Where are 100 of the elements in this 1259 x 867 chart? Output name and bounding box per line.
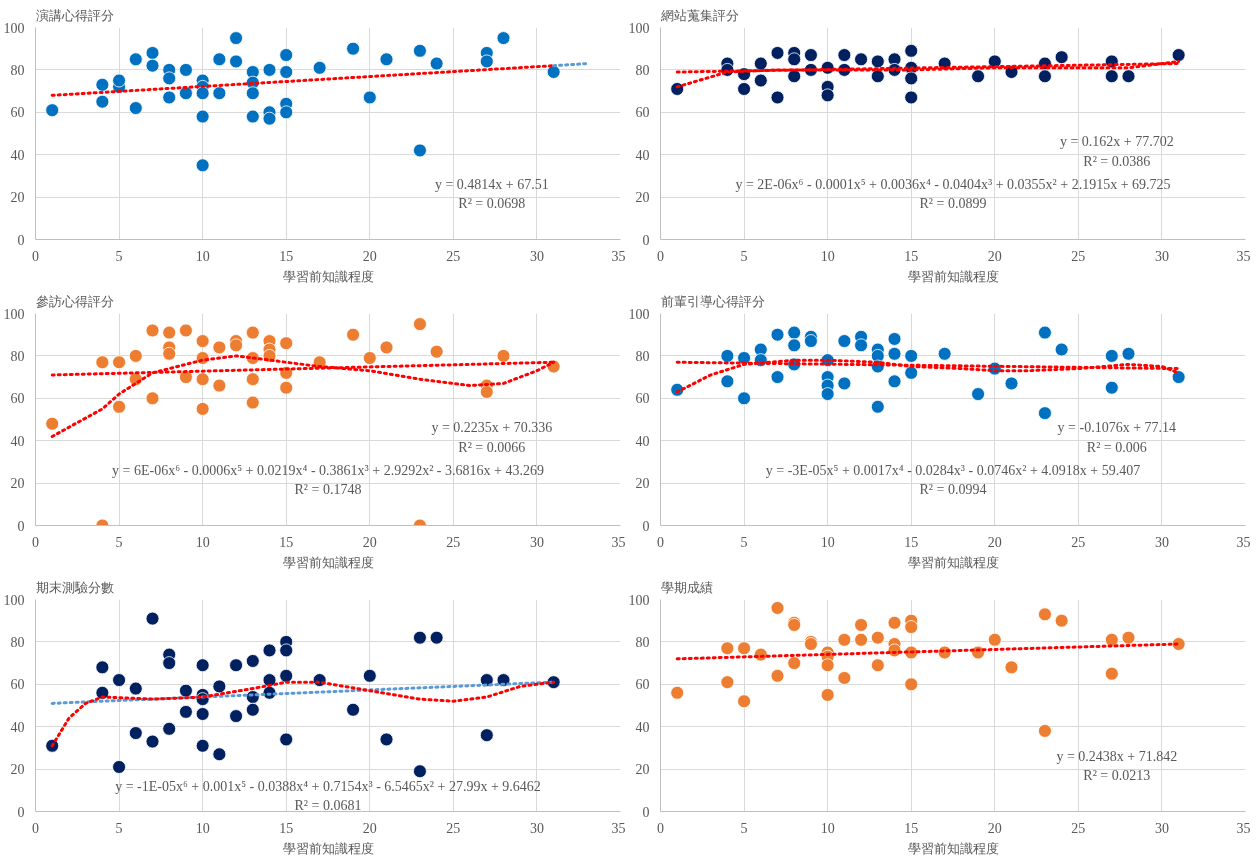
y-tick-label: 0 — [17, 232, 25, 248]
x-tick-label: 5 — [740, 534, 748, 550]
x-tick-label: 25 — [446, 248, 461, 264]
x-tick-label: 35 — [1236, 820, 1251, 836]
annotation: R² = 0.1748 — [294, 481, 362, 497]
annotation: y = -0.1076x + 77.14 — [1057, 420, 1177, 436]
y-tick-label: 100 — [3, 306, 25, 322]
x-tick-label: 25 — [1071, 248, 1086, 264]
y-tick-label: 40 — [635, 719, 650, 735]
x-tick-label: 35 — [1236, 534, 1251, 550]
x-tick-label: 30 — [529, 534, 544, 550]
y-tick-label: 60 — [635, 677, 650, 693]
y-tick-label: 20 — [10, 190, 25, 206]
x-tick-label: 35 — [1236, 248, 1251, 264]
chart-title: 參訪心得評分 — [35, 293, 114, 309]
x-tick-label: 25 — [1071, 534, 1086, 550]
y-tick-label: 80 — [635, 634, 650, 650]
chart-title: 演講心得評分 — [35, 7, 114, 23]
x-tick-label: 35 — [611, 534, 626, 550]
x-axis-title: 學習前知識程度 — [907, 554, 999, 570]
x-tick-label: 0 — [657, 534, 664, 550]
x-tick-label: 30 — [529, 248, 544, 264]
x-tick-label: 10 — [195, 248, 210, 264]
x-tick-label: 20 — [987, 248, 1002, 264]
x-tick-label: 5 — [740, 820, 748, 836]
y-tick-label: 60 — [10, 391, 25, 407]
x-axis-title: 學習前知識程度 — [282, 554, 374, 570]
annotation: y = 0.2235x + 70.336 — [431, 420, 553, 436]
x-axis-title: 學習前知識程度 — [907, 840, 999, 856]
x-tick-label: 10 — [820, 248, 835, 264]
x-tick-label: 15 — [279, 248, 294, 264]
annotation: y = -1E-05x⁶ + 0.001x⁵ - 0.0388x⁴ + 0.7154x³ - 6.5465x² + 27.99x + 9.6462 — [115, 778, 541, 794]
y-tick-label: 100 — [3, 20, 25, 36]
x-axis-title: 學習前知識程度 — [282, 840, 374, 856]
y-tick-label: 80 — [635, 348, 650, 364]
x-tick-label: 10 — [820, 534, 835, 550]
chart-title: 前輩引導心得評分 — [660, 293, 765, 309]
y-tick-label: 60 — [635, 105, 650, 121]
x-axis-title: 學習前知識程度 — [907, 268, 999, 284]
x-tick-label: 5 — [740, 248, 748, 264]
x-tick-label: 0 — [657, 820, 664, 836]
annotation: R² = 0.006 — [1086, 439, 1147, 455]
y-tick-label: 40 — [635, 147, 650, 163]
y-tick-label: 40 — [10, 433, 25, 449]
y-tick-label: 40 — [635, 433, 650, 449]
x-tick-label: 10 — [195, 534, 210, 550]
y-tick-label: 100 — [628, 20, 650, 36]
x-axis-title: 學習前知識程度 — [282, 268, 374, 284]
y-tick-label: 60 — [10, 677, 25, 693]
x-tick-label: 30 — [529, 820, 544, 836]
annotation: R² = 0.0994 — [919, 481, 987, 497]
y-tick-label: 20 — [635, 476, 650, 492]
y-tick-label: 0 — [642, 804, 650, 820]
x-tick-label: 15 — [904, 534, 919, 550]
x-tick-label: 10 — [820, 820, 835, 836]
y-tick-label: 0 — [642, 518, 650, 534]
annotation: y = -3E-05x⁵ + 0.0017x⁴ - 0.0284x³ - 0.0746x² + 4.0918x + 59.407 — [765, 462, 1141, 478]
x-tick-label: 5 — [115, 820, 123, 836]
y-tick-label: 40 — [10, 147, 25, 163]
x-tick-label: 15 — [279, 534, 294, 550]
annotation: R² = 0.0066 — [458, 439, 526, 455]
x-tick-label: 0 — [32, 820, 39, 836]
annotation: R² = 0.0386 — [1083, 153, 1151, 169]
annotation: y = 6E-06x⁶ - 0.0006x⁵ + 0.0219x⁴ - 0.3861x³ + 2.9292x² - 3.6816x + 43.269 — [112, 462, 544, 478]
annotation: y = 2E-06x⁶ - 0.0001x⁵ + 0.0036x⁴ - 0.0404x³ + 0.0355x² + 2.1915x + 69.725 — [735, 176, 1171, 192]
x-tick-label: 25 — [1071, 820, 1086, 836]
y-tick-label: 80 — [10, 634, 25, 650]
y-tick-label: 80 — [635, 62, 650, 78]
y-tick-label: 60 — [635, 391, 650, 407]
x-tick-label: 20 — [362, 248, 377, 264]
annotation: R² = 0.0899 — [919, 195, 987, 211]
x-tick-label: 15 — [904, 820, 919, 836]
y-tick-label: 60 — [10, 105, 25, 121]
x-tick-label: 30 — [1154, 248, 1169, 264]
y-tick-label: 80 — [10, 62, 25, 78]
annotation: y = 0.4814x + 67.51 — [434, 176, 549, 192]
y-tick-label: 40 — [10, 719, 25, 735]
y-tick-label: 80 — [10, 348, 25, 364]
x-tick-label: 20 — [362, 820, 377, 836]
x-tick-label: 30 — [1154, 820, 1169, 836]
x-tick-label: 10 — [195, 820, 210, 836]
y-tick-label: 100 — [628, 306, 650, 322]
x-tick-label: 35 — [611, 820, 626, 836]
x-tick-label: 0 — [32, 248, 39, 264]
y-tick-label: 0 — [17, 804, 25, 820]
annotation: y = 0.162x + 77.702 — [1059, 134, 1174, 150]
annotation: R² = 0.0681 — [294, 797, 362, 813]
y-tick-label: 0 — [642, 232, 650, 248]
x-tick-label: 20 — [362, 534, 377, 550]
chart-title: 期末測驗分數 — [35, 579, 114, 595]
y-tick-label: 100 — [628, 592, 650, 608]
annotation: y = 0.2438x + 71.842 — [1056, 748, 1178, 764]
annotation: R² = 0.0213 — [1083, 767, 1151, 783]
y-tick-label: 20 — [10, 476, 25, 492]
y-tick-label: 0 — [17, 518, 25, 534]
y-tick-label: 20 — [635, 190, 650, 206]
x-tick-label: 0 — [32, 534, 39, 550]
x-tick-label: 30 — [1154, 534, 1169, 550]
x-tick-label: 0 — [657, 248, 664, 264]
x-tick-label: 15 — [279, 820, 294, 836]
